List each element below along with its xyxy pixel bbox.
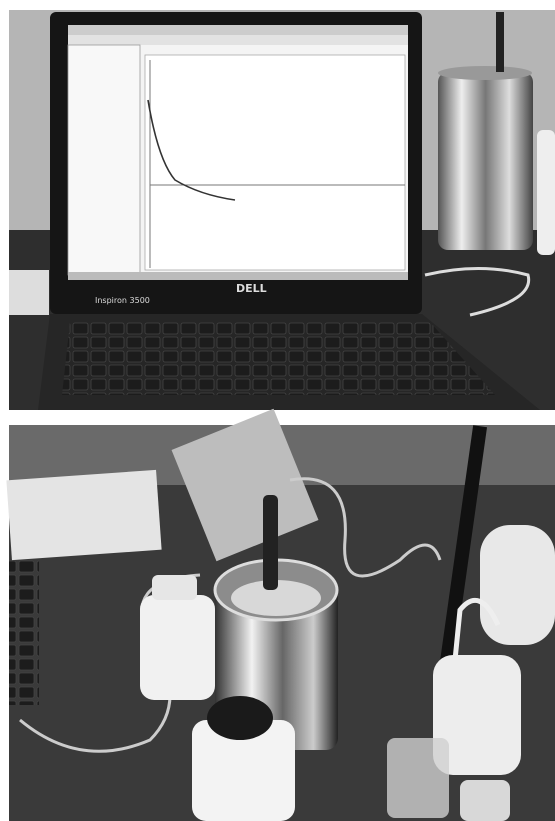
taskbar xyxy=(68,272,408,280)
photo-collage: Inspiron 3500 DELL xyxy=(0,0,555,821)
steel-vessel xyxy=(438,72,533,250)
brand-logo: DELL xyxy=(236,282,267,295)
bottle xyxy=(537,130,555,255)
paper xyxy=(9,270,49,315)
vessel-rim xyxy=(438,66,532,80)
title-bar xyxy=(68,25,408,35)
bottle-cap xyxy=(152,575,197,600)
glass-beaker xyxy=(387,738,449,818)
model-label: Inspiron 3500 xyxy=(95,296,150,305)
bottle-cap xyxy=(207,696,273,740)
glass-beaker xyxy=(460,780,510,821)
bottom-photo xyxy=(6,409,555,821)
reagent-bottle xyxy=(140,595,215,700)
notebook xyxy=(6,470,161,560)
graph-area xyxy=(145,55,405,270)
toolbar xyxy=(68,35,408,45)
keyboard xyxy=(62,322,495,395)
probe xyxy=(263,495,278,590)
side-panel xyxy=(68,45,140,275)
probe xyxy=(496,12,504,72)
keyboard xyxy=(9,560,39,705)
top-photo: Inspiron 3500 DELL xyxy=(9,10,555,410)
basin xyxy=(480,525,555,645)
page: Inspiron 3500 DELL (() => { const data =… xyxy=(0,0,555,821)
